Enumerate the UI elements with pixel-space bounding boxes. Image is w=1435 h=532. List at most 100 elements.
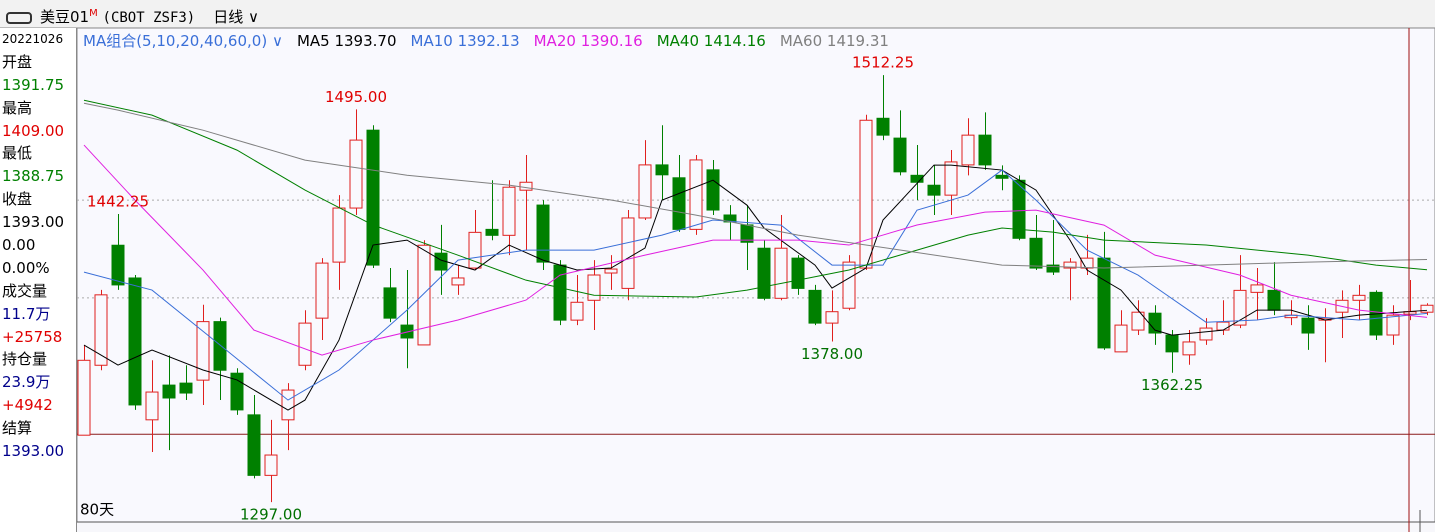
candle-body [1046, 264, 1060, 273]
candle-body [485, 228, 499, 236]
extreme-label: 1442.25 [87, 192, 149, 210]
candle-body [128, 277, 142, 406]
extreme-label: 1512.25 [852, 54, 914, 72]
value: 23.9万 [2, 373, 51, 392]
candle-body [553, 264, 567, 321]
candle-body [706, 169, 720, 211]
legend-name: MA40 [656, 32, 700, 50]
candle-body [1114, 324, 1128, 353]
candle-body [451, 277, 465, 286]
extreme-label: 1297.00 [240, 506, 302, 524]
candle-body [349, 139, 363, 209]
label: 开盘 [2, 52, 33, 71]
candle-body [383, 287, 397, 319]
legend-value: 1414.16 [703, 32, 766, 50]
legend-entry: MA40 1414.16 [657, 32, 766, 50]
candle-body [944, 161, 958, 196]
candle-body [655, 164, 669, 176]
legend-name: MA20 [533, 32, 576, 50]
candle-body [196, 321, 210, 381]
candle-body [298, 322, 312, 366]
label: 成交量 [2, 281, 48, 300]
legend-entry: MA10 1392.13 [411, 32, 520, 50]
legend: MA组合(5,10,20,40,60,0) ∨ MA5 1393.70 MA10 1… [83, 30, 903, 51]
candle-body [247, 414, 261, 476]
legend-value: 1393.70 [334, 32, 397, 50]
extreme-label: 1362.25 [1141, 376, 1203, 394]
candle-body [1301, 317, 1315, 334]
candle-body [978, 134, 992, 166]
ma-line [83, 99, 1428, 298]
candle-body [587, 274, 601, 301]
legend-value: 1392.13 [457, 32, 520, 50]
title: 美豆01 [40, 8, 90, 26]
candle-body [315, 262, 329, 319]
legend-entry: MA60 1419.31 [780, 32, 889, 50]
candle-body [825, 311, 839, 324]
candle-body [842, 261, 856, 309]
candle-body [1097, 257, 1111, 349]
value: 0.00 [2, 236, 36, 255]
superscript: M [89, 8, 98, 19]
candle-body [230, 372, 244, 411]
label: 最低 [2, 144, 33, 163]
candle-body [893, 137, 907, 173]
period[interactable]: 日线 [213, 8, 244, 26]
value: 1393.00 [2, 442, 65, 461]
legend-value: 1419.31 [826, 32, 889, 50]
candle-body [689, 159, 703, 230]
candle-body [1131, 311, 1145, 331]
period-label: 80天 [80, 501, 114, 519]
candle-body [536, 204, 550, 263]
value: +4942 [2, 396, 53, 415]
candle-body [1063, 261, 1077, 269]
legend-title[interactable]: MA组合(5,10,20,40,60,0) ∨ [83, 32, 283, 50]
candle-body [927, 184, 941, 196]
value: 11.7万 [2, 304, 51, 323]
candle-body [1352, 294, 1366, 301]
ma-line [83, 164, 1428, 411]
value: 0.00% [2, 258, 50, 277]
candle-body [145, 391, 159, 421]
link-icon[interactable] [6, 11, 32, 24]
ma-line [83, 102, 1428, 269]
candle-body [757, 247, 771, 299]
info-panel: 20221026 开盘 1391.75 最高 1409.00 最低 1388.7… [0, 28, 77, 532]
value: +25758 [2, 327, 63, 346]
legend-entry: MA20 1390.16 [534, 32, 643, 50]
candle-body [961, 134, 975, 166]
value: 1393.00 [2, 213, 65, 232]
candle-body [910, 174, 924, 183]
legend-title-text: MA组合(5,10,20,40,60,0) [83, 32, 268, 50]
legend-entry: MA5 1393.70 [297, 32, 397, 50]
legend-value: 1390.16 [580, 32, 643, 50]
candle-body [638, 164, 652, 219]
candle-body [808, 289, 822, 324]
date: 20221026 [2, 32, 64, 46]
candle-body [995, 174, 1009, 179]
legend-name: MA5 [296, 32, 330, 50]
label: 持仓量 [2, 350, 48, 369]
legend-name: MA10 [410, 32, 453, 50]
candle-body [774, 247, 788, 299]
candle-body [876, 117, 890, 136]
legend-name: MA60 [779, 32, 823, 50]
candle-body [1267, 289, 1281, 311]
candle-body [621, 217, 635, 289]
candle-body [417, 244, 431, 346]
candle-body [179, 382, 193, 394]
dropdown[interactable]: ∨ [243, 8, 259, 26]
candle-body [400, 324, 414, 339]
candle-body [94, 294, 108, 366]
candle-body [1386, 314, 1400, 336]
candle-body [366, 129, 380, 266]
candle-body [281, 389, 295, 421]
candle-body [1199, 327, 1213, 341]
candle-body [604, 268, 618, 274]
candle-body [791, 257, 805, 289]
candle-body [162, 384, 176, 399]
plot-area [76, 27, 1435, 523]
value: 1391.75 [2, 75, 65, 94]
ma-line [83, 169, 1428, 401]
